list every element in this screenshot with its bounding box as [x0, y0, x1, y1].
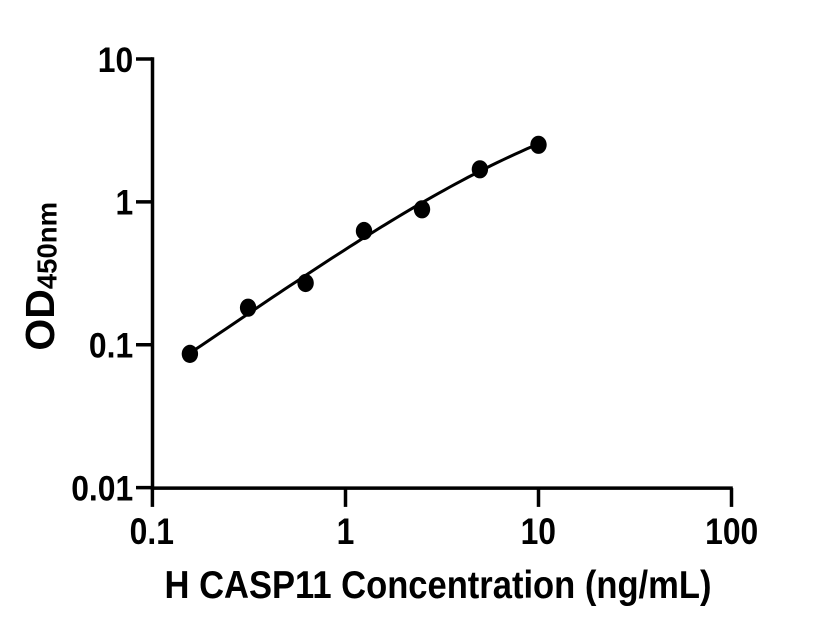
svg-text:1: 1: [115, 184, 133, 223]
svg-text:OD450nm: OD450nm: [17, 202, 63, 351]
svg-text:0.01: 0.01: [71, 470, 133, 509]
svg-text:10: 10: [98, 41, 133, 80]
svg-text:H CASP11 Concentration (ng/mL): H CASP11 Concentration (ng/mL): [165, 563, 712, 606]
svg-text:1: 1: [337, 512, 355, 553]
svg-text:0.1: 0.1: [130, 512, 174, 553]
svg-text:0.1: 0.1: [89, 327, 133, 366]
svg-text:100: 100: [705, 512, 758, 553]
svg-text:10: 10: [521, 512, 556, 553]
